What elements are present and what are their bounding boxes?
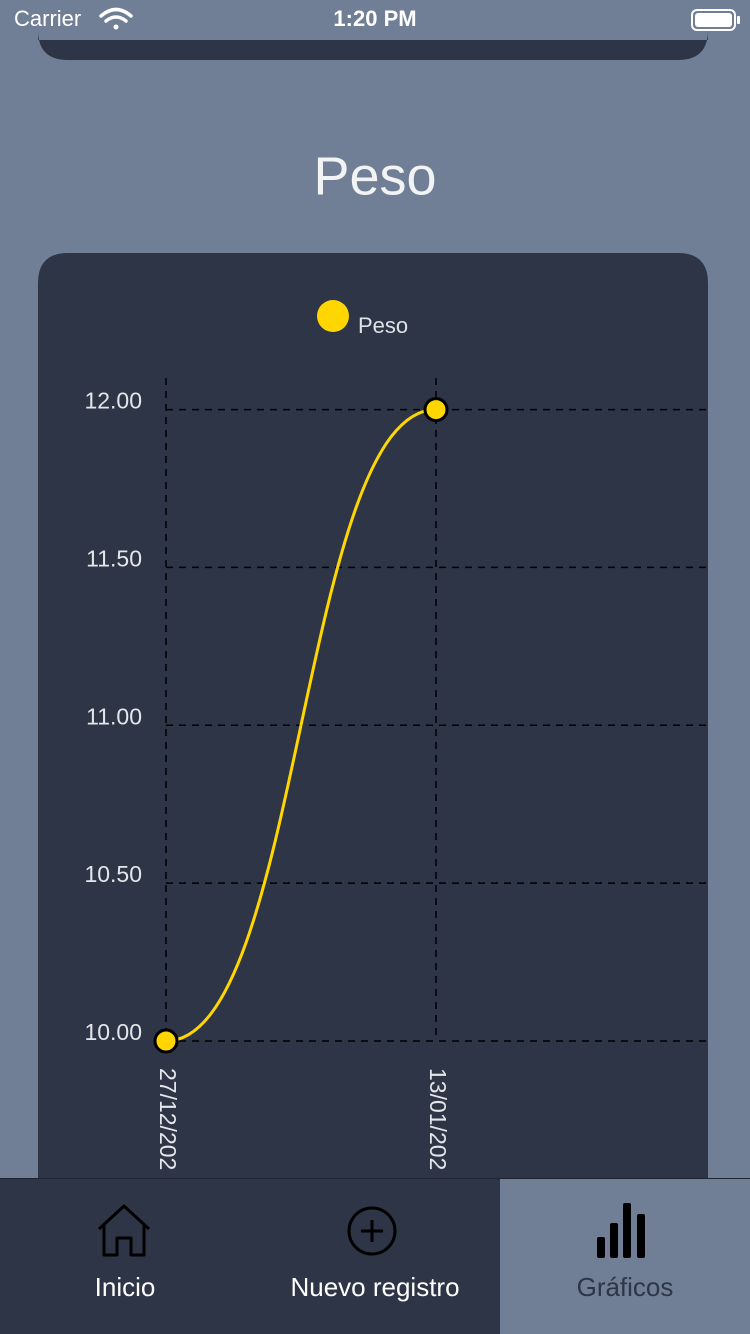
tab-label[interactable]: Gráficos	[577, 1272, 674, 1302]
legend-marker	[317, 300, 349, 332]
y-tick-label: 11.00	[86, 703, 142, 729]
legend-label: Peso	[358, 313, 408, 338]
time: 1:20 PM	[333, 6, 416, 31]
chart-icon[interactable]	[597, 1203, 645, 1258]
y-tick-label: 11.50	[86, 546, 142, 572]
series-line	[165, 408, 437, 1043]
chart: 10.00 10.50 11.00 11.50 12.00 27/12/202 13/01/…	[84, 300, 708, 1170]
previous-card	[38, 30, 708, 60]
battery-icon	[691, 9, 740, 31]
tab-label[interactable]: Inicio	[95, 1272, 156, 1302]
data-point	[423, 397, 449, 423]
page-title: Peso	[313, 146, 436, 206]
add-icon[interactable]	[347, 1206, 397, 1256]
carrier: Carrier	[14, 6, 81, 31]
wifi-icon	[99, 7, 133, 30]
tab-bar: Inicio Nuevo registro Gráficos	[0, 1178, 750, 1334]
data-point	[153, 1028, 179, 1054]
tab-label[interactable]: Nuevo registro	[290, 1272, 459, 1302]
y-tick-label: 12.00	[84, 388, 142, 414]
x-tick-label: 27/12/202	[155, 1068, 181, 1170]
chart-card	[38, 253, 708, 1334]
y-tick-label: 10.00	[84, 1019, 142, 1045]
home-icon[interactable]	[97, 1204, 151, 1257]
x-tick-label: 13/01/202	[425, 1068, 451, 1170]
y-tick-label: 10.50	[84, 861, 142, 887]
